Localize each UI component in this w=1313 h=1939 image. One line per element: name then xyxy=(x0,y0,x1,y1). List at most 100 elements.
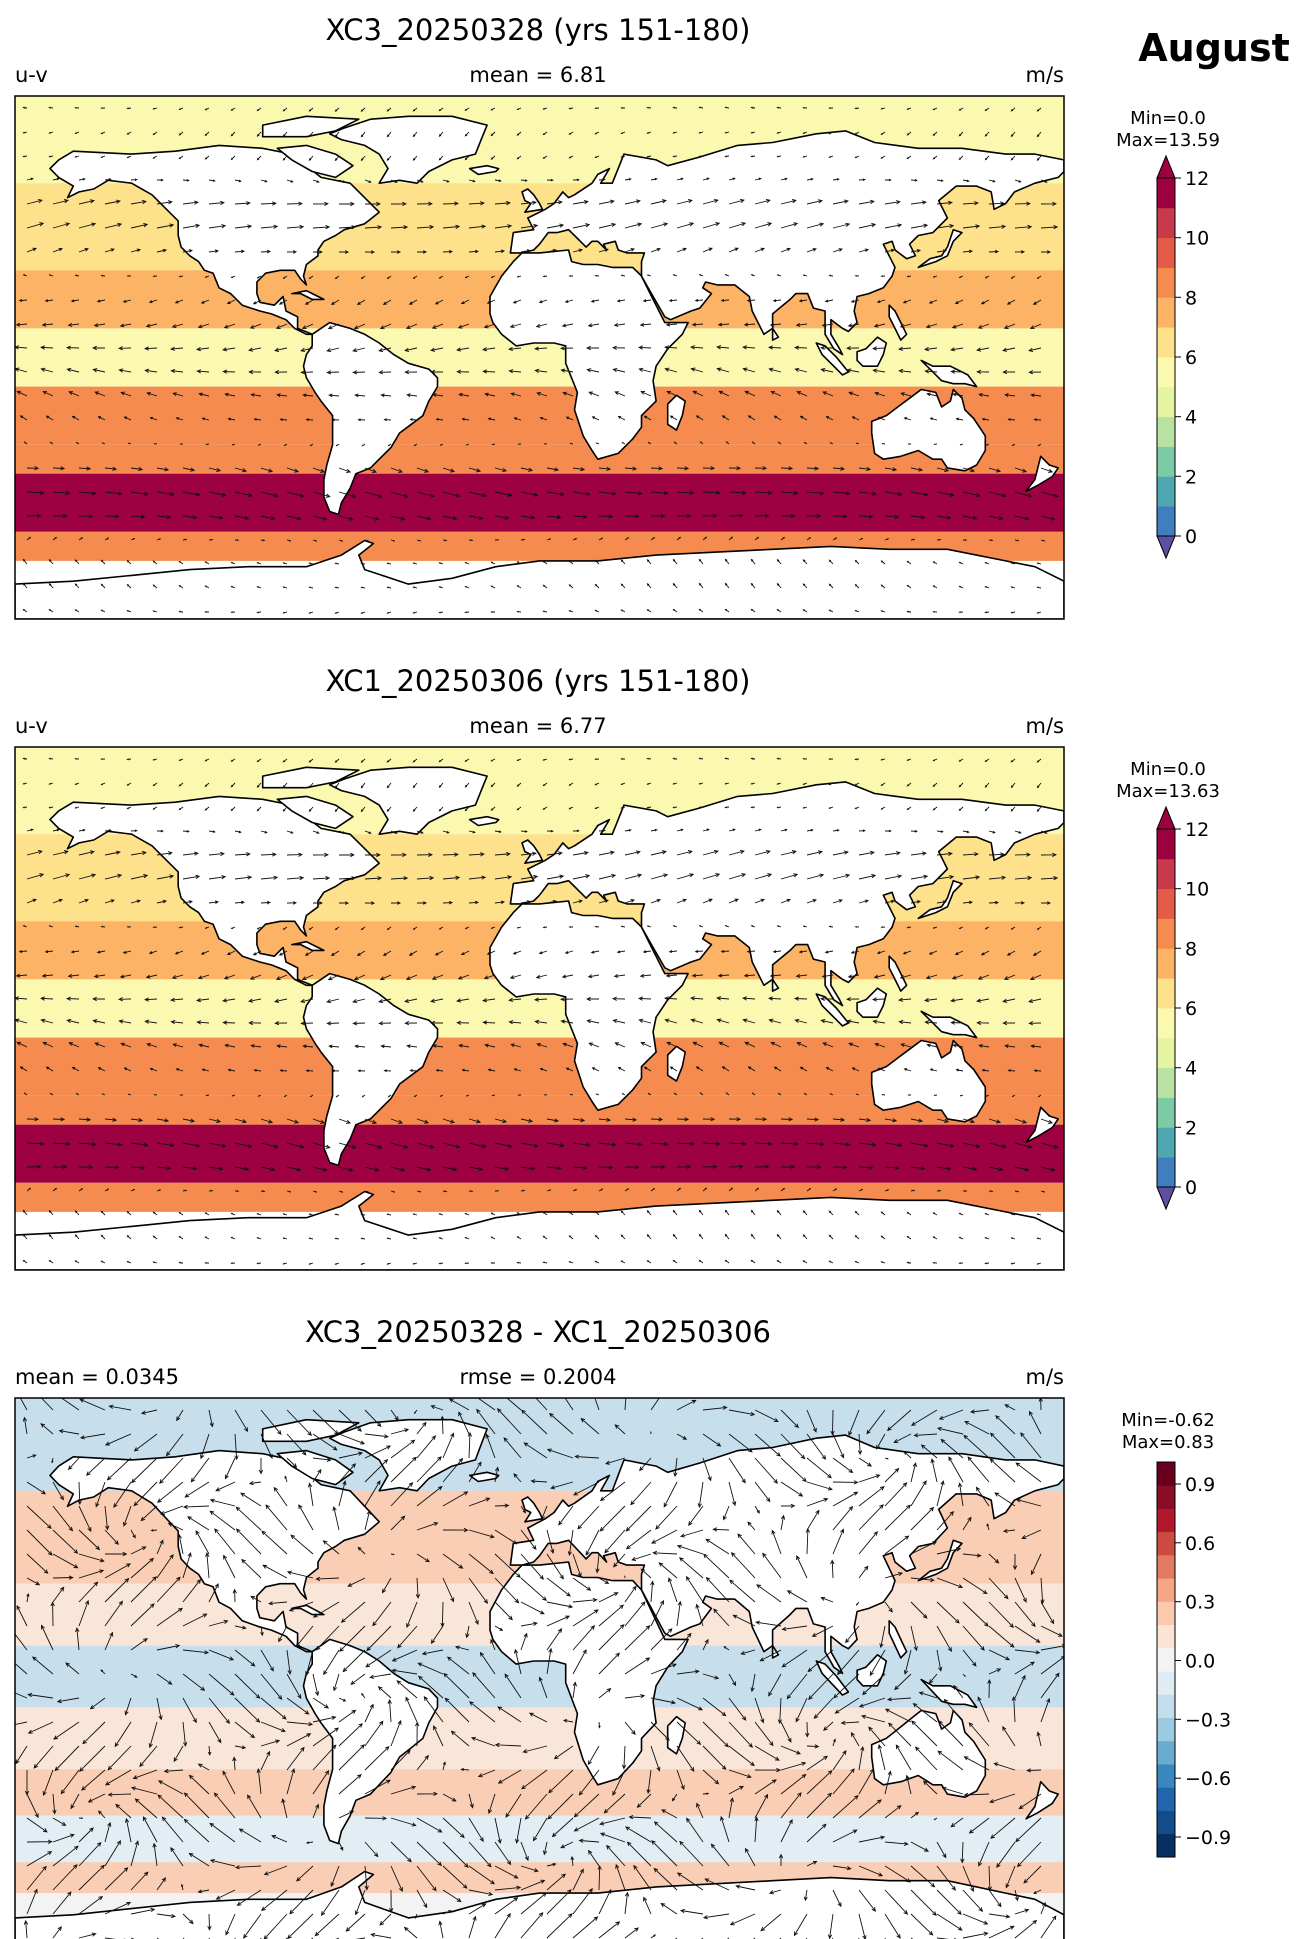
wind-vector-581 xyxy=(569,442,574,445)
wind-vector-311 xyxy=(830,1559,835,1579)
colorbar-segment-7 xyxy=(1157,297,1175,328)
wind-vector-283 xyxy=(100,274,106,277)
wind-vector-25 xyxy=(672,106,678,109)
wind-vector-672 xyxy=(858,491,877,496)
wind-vector-792 xyxy=(854,1210,860,1216)
wind-vector-564 xyxy=(127,1093,132,1096)
wind-vector-819 xyxy=(516,585,522,589)
wind-vector-734 xyxy=(390,1841,412,1863)
wind-vector-250 xyxy=(286,250,298,254)
wind-vector-325 xyxy=(156,1576,181,1603)
wind-vector-104 xyxy=(646,806,652,809)
wind-vector-368 xyxy=(234,1625,247,1630)
wind-vector-507 xyxy=(718,390,730,397)
wind-vector-483 xyxy=(89,1697,106,1710)
wind-vector-418 xyxy=(490,1638,496,1651)
wind-vector-609 xyxy=(260,1750,271,1771)
wind-vector-130 xyxy=(284,1475,288,1483)
wind-vector-92 xyxy=(334,155,340,162)
wind-vector-717 xyxy=(988,1166,1004,1172)
wind-vector-568 xyxy=(231,1094,236,1097)
wind-vector-758 xyxy=(996,1841,1016,1869)
wind-vector-378 xyxy=(483,323,496,329)
wind-vector-849 xyxy=(243,1913,262,1939)
wind-vector-787 xyxy=(710,1843,730,1867)
wind-vector-671 xyxy=(832,1768,855,1795)
wind-vector-728 xyxy=(234,1190,240,1193)
wind-vector-296 xyxy=(438,926,444,930)
wind-vector-110 xyxy=(802,806,808,809)
wind-vector-697 xyxy=(468,1166,484,1172)
wind-vector-903 xyxy=(624,1927,640,1939)
wind-vector-12 xyxy=(334,758,340,763)
wind-vector-643 xyxy=(104,1142,123,1147)
wind-vector-430 xyxy=(794,345,808,350)
wind-vector-147 xyxy=(728,1481,737,1507)
wind-vector-205 xyxy=(156,223,175,229)
wind-vector-366 xyxy=(171,974,184,979)
wind-vector-184 xyxy=(625,1505,652,1532)
wind-vector-91 xyxy=(308,806,314,812)
wind-vector-252 xyxy=(322,1540,340,1555)
wind-vector-258 xyxy=(494,249,506,254)
wind-vector-632 xyxy=(858,1745,865,1771)
wind-vector-515 xyxy=(926,1043,938,1048)
wind-vector-384 xyxy=(639,322,652,327)
wind-vector-765 xyxy=(152,560,158,565)
wind-vector-623 xyxy=(624,466,638,471)
wind-vector-452 xyxy=(326,370,340,375)
wind-vector-59 xyxy=(496,1408,522,1435)
wind-vector-330 xyxy=(268,1601,288,1606)
wind-vector-791 xyxy=(828,559,834,565)
wind-vector-386 xyxy=(695,1603,704,1627)
wind-vector-153 xyxy=(885,829,892,833)
wind-vector-386 xyxy=(691,973,704,978)
wind-vector-825 xyxy=(672,1233,678,1240)
wind-vector-317 xyxy=(988,1577,1009,1600)
wind-vector-730 xyxy=(271,1835,288,1843)
wind-vector-305 xyxy=(658,1562,678,1579)
wind-vector-542 xyxy=(591,416,600,421)
wind-vector-314 xyxy=(906,275,912,278)
wind-vector-447 xyxy=(196,369,210,374)
wind-vector-254 xyxy=(390,250,402,254)
wind-vector-221 xyxy=(572,223,591,229)
wind-vector-58 xyxy=(490,782,496,788)
wind-vector-120 xyxy=(26,828,34,832)
wind-vector-607 xyxy=(208,467,222,473)
wind-vector-918 xyxy=(1014,1919,1038,1939)
wind-vector-44 xyxy=(126,131,132,135)
wind-vector-813 xyxy=(360,586,366,589)
wind-vector-471 xyxy=(820,368,834,373)
wind-vector-567 xyxy=(205,1094,210,1097)
wind-vector-475 xyxy=(928,1673,938,1685)
wind-vector-46 xyxy=(178,131,184,136)
wind-vector-863 xyxy=(620,1260,626,1264)
wind-vector-654 xyxy=(390,491,409,498)
wind-vector-463 xyxy=(612,367,626,373)
wind-vector-457 xyxy=(456,1020,470,1025)
wind-vector-67 xyxy=(728,1433,753,1453)
wind-vector-505 xyxy=(666,1041,678,1048)
wind-vector-592 xyxy=(850,1731,860,1747)
wind-vector-388 xyxy=(743,322,756,327)
wind-vector-543 xyxy=(624,1721,636,1735)
wind-vector-821 xyxy=(568,1235,574,1240)
wind-vector-491 xyxy=(302,1044,314,1049)
wind-vector-12 xyxy=(338,1409,362,1432)
wind-vector-2 xyxy=(74,106,80,109)
wind-vector-702 xyxy=(573,1817,600,1832)
wind-vector-364 xyxy=(130,1603,155,1627)
wind-vector-542 xyxy=(591,1067,600,1072)
wind-vector-80 xyxy=(26,1454,37,1459)
wind-vector-453 xyxy=(350,1673,366,1685)
wind-vector-38 xyxy=(1004,1404,1016,1411)
wind-vector-268 xyxy=(754,898,765,904)
wind-vector-445 xyxy=(144,1019,158,1024)
wind-vector-727 xyxy=(183,1818,210,1843)
wind-vector-763 xyxy=(100,559,106,565)
wind-vector-294 xyxy=(386,926,392,930)
colorbar-segment-2 xyxy=(1157,446,1175,477)
wind-vector-462 xyxy=(586,1019,600,1024)
wind-vector-681 xyxy=(52,1164,68,1170)
